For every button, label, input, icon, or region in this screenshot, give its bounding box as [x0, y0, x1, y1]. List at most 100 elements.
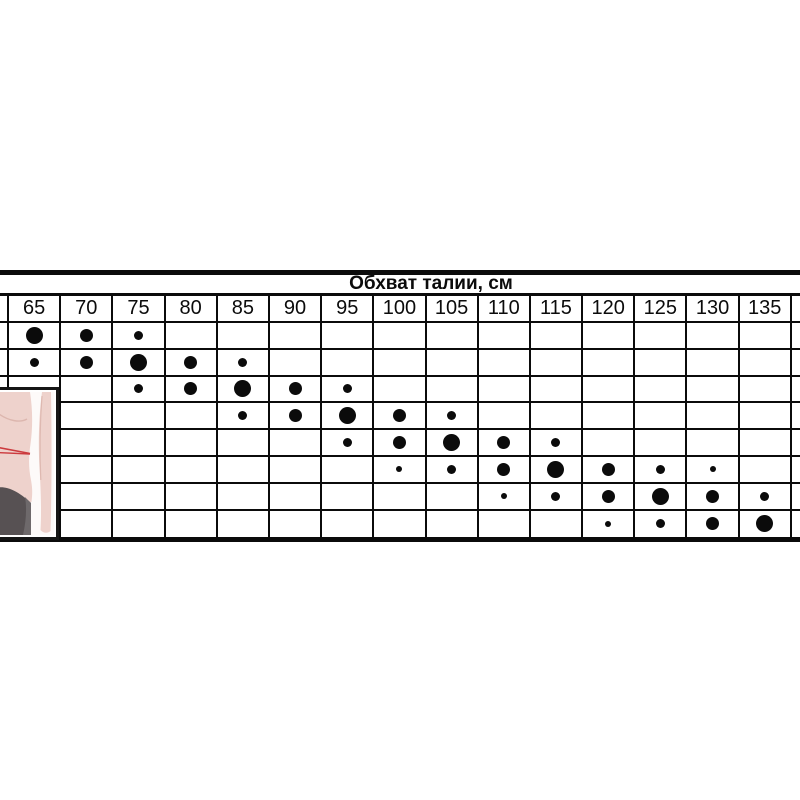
fit-dot-small — [551, 491, 561, 501]
fit-cell-95 — [322, 323, 375, 350]
fit-cell-125 — [635, 483, 688, 511]
fit-cell-100 — [374, 323, 427, 350]
table-top-border — [0, 270, 800, 275]
fit-cell-125 — [635, 456, 688, 484]
fit-cell-130 — [687, 430, 740, 457]
fit-cell-135 — [739, 456, 792, 484]
fit-cell-110 — [478, 376, 531, 404]
column-header-135: 135 — [739, 296, 792, 323]
fit-cell-105 — [426, 376, 479, 404]
fit-cell-90 — [269, 376, 323, 404]
column-header-125: 125 — [635, 296, 688, 323]
size-chart-table: Обхват талии, см 65 70 75 80 85 90 95 100 105 110… — [0, 270, 800, 543]
column-header-110: 110 — [478, 296, 531, 323]
fit-cell-90 — [269, 323, 323, 350]
fit-cell-70 — [61, 483, 114, 511]
fit-dot-tiny — [396, 466, 403, 473]
fit-cell-110 — [478, 456, 531, 484]
fit-cell-135 — [739, 376, 792, 404]
fit-dot-medium — [392, 436, 406, 450]
fit-cell-90 — [269, 456, 323, 484]
fit-cell-70 — [61, 456, 114, 484]
fit-cell-125 — [635, 323, 688, 350]
fit-cell-105 — [426, 430, 479, 457]
fit-cell-95 — [322, 483, 375, 511]
column-header-100: 100 — [374, 296, 427, 323]
waist-illustration-frame — [0, 387, 59, 540]
fit-cell-85 — [217, 323, 270, 350]
cutoff-cell — [791, 323, 800, 350]
fit-cell-120 — [583, 323, 636, 350]
fit-cell-95 — [322, 349, 375, 377]
fit-cell-130 — [687, 403, 740, 431]
fit-dot-large — [129, 353, 147, 371]
cutoff-cell — [791, 484, 800, 511]
fit-cell-65 — [9, 510, 62, 538]
fit-cell-115 — [530, 483, 584, 511]
fit-cell-125 — [635, 403, 688, 431]
fit-cell-135 — [739, 403, 792, 431]
fit-cell-85 — [217, 376, 270, 404]
fit-cell-120 — [583, 483, 636, 511]
fit-cell-110 — [478, 323, 531, 350]
fit-cell-130 — [687, 376, 740, 404]
fit-cell-95 — [322, 376, 375, 404]
fit-dot-medium — [706, 489, 720, 503]
fit-cell-105 — [426, 323, 479, 350]
fit-cell-80 — [165, 403, 218, 431]
fit-dot-small — [238, 357, 248, 367]
measuring-tape-line — [0, 446, 31, 455]
fit-cell-130 — [687, 349, 740, 377]
fit-cell-70 — [61, 510, 114, 538]
fit-cell-100 — [374, 483, 427, 511]
fit-cell-80 — [165, 483, 218, 511]
shorts-shape — [0, 487, 31, 535]
fit-cell-85 — [217, 403, 270, 431]
torso-shape — [0, 392, 33, 502]
fit-cell-70 — [61, 403, 114, 431]
fit-cell-130 — [687, 456, 740, 484]
fit-cell-115 — [530, 349, 584, 377]
chest-shading-line — [0, 413, 28, 422]
fit-cell-85 — [218, 510, 270, 538]
fit-dot-medium — [392, 409, 406, 423]
fit-cell-90 — [269, 430, 323, 457]
fit-dot-tiny — [709, 466, 716, 473]
measuring-tape-line — [0, 451, 31, 455]
fit-dot-small — [238, 411, 248, 421]
fit-dot-small — [133, 384, 143, 394]
fit-cell-100 — [374, 430, 427, 457]
fit-dot-medium — [497, 436, 511, 450]
cutoff-cell — [792, 511, 800, 538]
fit-cell-70 — [61, 323, 114, 350]
fit-cell-135 — [739, 349, 792, 377]
fit-cell-100 — [374, 456, 427, 484]
fit-cell-135 — [740, 510, 792, 538]
fit-cell-85 — [217, 483, 270, 511]
cutoff-cell — [791, 377, 800, 404]
fit-dot-medium — [601, 489, 615, 503]
fit-cell-75 — [113, 376, 166, 404]
fit-cell-120 — [583, 510, 636, 538]
fit-cell-110 — [478, 483, 531, 511]
shorts-highlight — [23, 497, 31, 535]
fit-cell-115 — [530, 430, 584, 457]
fit-dot-small — [655, 519, 665, 529]
fit-cell-75 — [113, 430, 166, 457]
column-header-95: 95 — [322, 296, 375, 323]
fit-dot-large — [234, 380, 252, 398]
fit-dot-small — [342, 438, 352, 448]
fit-cell-75 — [113, 510, 166, 538]
fit-cell-70 — [61, 376, 114, 404]
fit-cell-105 — [426, 483, 479, 511]
fit-cell-80 — [165, 349, 218, 377]
fit-cell-135 — [739, 430, 792, 457]
fit-dot-medium — [184, 382, 198, 396]
fit-cell-80 — [166, 510, 218, 538]
fit-cell-75 — [113, 456, 166, 484]
fit-cell-110 — [478, 430, 531, 457]
fit-cell-80 — [165, 456, 218, 484]
size-grid: 65 70 75 80 85 90 95 100 105 110 115 120 125 130 135 — [0, 296, 800, 538]
fit-cell-75 — [113, 483, 166, 511]
fit-cell-90 — [269, 403, 323, 431]
